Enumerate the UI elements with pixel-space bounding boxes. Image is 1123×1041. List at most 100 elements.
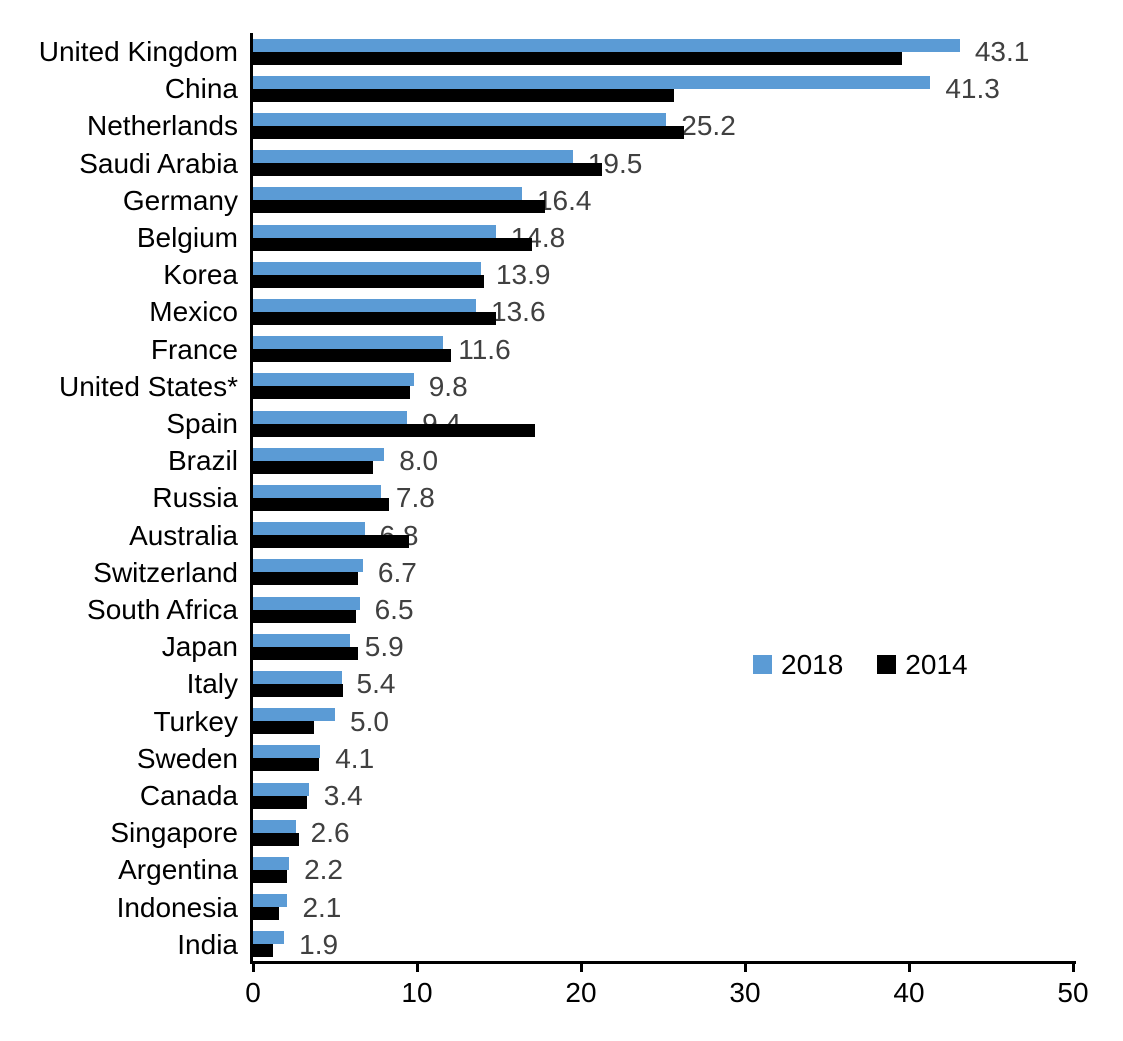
bar-2018 <box>253 373 414 387</box>
bar-2018 <box>253 633 350 647</box>
value-label: 1.9 <box>299 928 339 960</box>
bar-2018 <box>253 857 290 870</box>
category-label: Netherlands <box>87 110 238 142</box>
x-tick-label: 40 <box>893 977 925 1008</box>
bar-2014 <box>253 646 358 660</box>
value-label: 2.6 <box>310 817 350 849</box>
bar-2018 <box>253 485 381 498</box>
bar-2018 <box>253 894 288 908</box>
x-tick-mark <box>251 963 255 972</box>
category-label: Saudi Arabia <box>79 147 238 179</box>
category-label: Italy <box>186 668 238 700</box>
category-label: Brazil <box>167 445 238 477</box>
bar-2018 <box>253 782 309 796</box>
value-label: 41.3 <box>945 73 1000 105</box>
bar-2018 <box>253 596 360 610</box>
category-label: Germany <box>122 184 238 216</box>
legend-item-2018: 2018 <box>753 649 844 680</box>
bar-2014 <box>253 460 373 474</box>
value-label: 5.4 <box>356 668 396 700</box>
bar-2014 <box>253 498 390 511</box>
x-tick-mark <box>1071 963 1075 972</box>
legend-swatch-2014-icon <box>877 655 897 674</box>
bar-2014 <box>253 609 357 623</box>
value-label: 7.8 <box>395 482 435 514</box>
value-label: 25.2 <box>681 110 736 142</box>
bar-2014 <box>253 944 273 958</box>
x-tick-mark <box>907 963 911 972</box>
legend: 2018 2014 <box>753 649 968 680</box>
category-label: Australia <box>129 519 238 551</box>
bar-2018 <box>253 75 931 89</box>
category-label: Singapore <box>110 817 238 849</box>
bar-2018 <box>253 299 477 312</box>
bar-2014 <box>253 51 903 65</box>
bar-2018 <box>253 336 444 350</box>
x-tick-mark <box>579 963 583 972</box>
category-label: Sweden <box>136 742 238 774</box>
x-axis-line <box>250 961 1076 964</box>
bar-2018 <box>253 410 408 424</box>
category-label: Switzerland <box>93 556 238 588</box>
bar-2014 <box>253 870 288 883</box>
value-label: 11.6 <box>458 333 511 365</box>
category-label: Russia <box>152 482 238 514</box>
bar-2018 <box>253 522 365 536</box>
value-label: 8.0 <box>399 445 439 477</box>
category-label: United Kingdom <box>38 36 238 67</box>
x-tick-label: 10 <box>401 977 433 1008</box>
bar-2014 <box>253 200 545 214</box>
x-tick-label: 20 <box>565 977 597 1008</box>
value-label: 4.1 <box>335 742 375 774</box>
bar-2014 <box>253 832 299 846</box>
x-tick-mark <box>415 963 419 972</box>
x-tick-mark <box>743 963 747 972</box>
bar-2014 <box>253 312 496 325</box>
category-label: China <box>164 73 238 105</box>
value-label: 6.7 <box>377 556 417 588</box>
bar-2014 <box>253 274 485 288</box>
value-label: 3.4 <box>323 780 363 811</box>
bar-2014 <box>253 907 280 921</box>
bar-2018 <box>253 559 363 573</box>
category-label: Canada <box>139 780 238 811</box>
value-label: 2.1 <box>302 891 342 923</box>
bar-2014 <box>253 423 536 437</box>
category-label: Belgium <box>136 222 238 253</box>
value-label: 43.1 <box>974 36 1030 67</box>
bar-2018 <box>253 931 285 945</box>
bar-2018 <box>253 224 496 238</box>
legend-swatch-2018-icon <box>753 655 772 674</box>
category-label: United States* <box>59 370 238 402</box>
value-label: 16.4 <box>536 184 592 216</box>
bar-2014 <box>253 349 452 363</box>
bar-2014 <box>253 126 685 139</box>
category-label: Turkey <box>153 705 238 737</box>
bar-2014 <box>253 795 308 809</box>
x-tick-label: 0 <box>245 977 261 1008</box>
bar-2018 <box>253 113 667 126</box>
bar-2018 <box>253 150 573 164</box>
bar-2014 <box>253 163 603 177</box>
value-label: 5.9 <box>364 631 404 663</box>
category-label: India <box>177 928 238 960</box>
bar-2018 <box>253 671 342 684</box>
bar-2014 <box>253 721 314 735</box>
legend-label-2018: 2018 <box>781 649 844 680</box>
y-axis-line <box>250 33 253 964</box>
category-label: Indonesia <box>116 891 238 923</box>
bar-2014 <box>253 758 319 772</box>
value-label: 6.5 <box>374 594 414 625</box>
bar-2014 <box>253 535 409 549</box>
bar-2018 <box>253 261 481 275</box>
bar-2014 <box>253 88 675 102</box>
category-label: France <box>150 333 238 365</box>
category-label: Japan <box>161 631 238 663</box>
bar-2018 <box>253 38 960 52</box>
value-label: 13.6 <box>491 296 546 328</box>
bar-2018 <box>253 745 321 759</box>
legend-label-2014: 2014 <box>905 649 968 680</box>
value-label: 13.9 <box>495 259 551 291</box>
value-label: 9.8 <box>428 370 468 402</box>
